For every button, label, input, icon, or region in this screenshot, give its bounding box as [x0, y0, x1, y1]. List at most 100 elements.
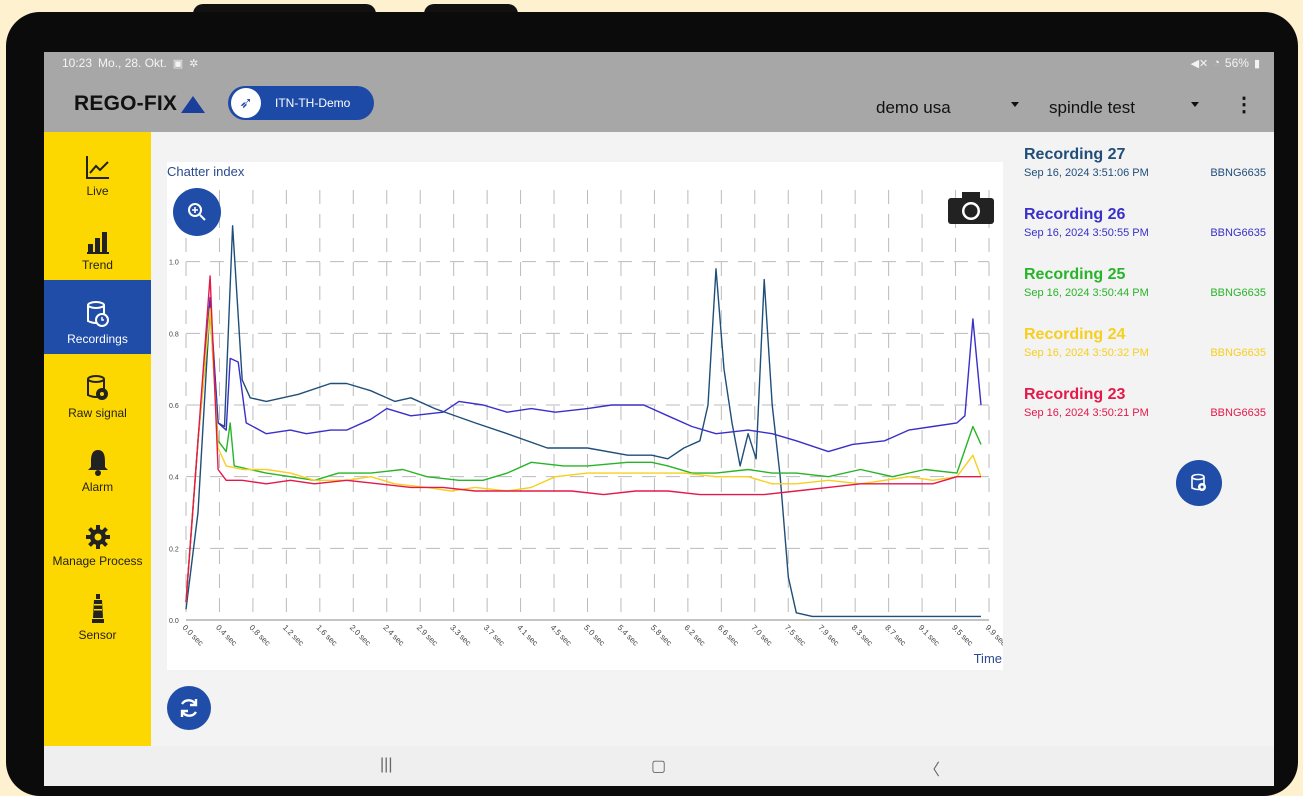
battery-level: 56% [1224, 56, 1249, 70]
x-tick-label: 8.3 sec [850, 623, 875, 648]
series-line [185, 296, 982, 603]
x-tick-label: 7.5 sec [783, 623, 808, 648]
screenshot-button[interactable] [948, 192, 994, 224]
x-tick-label: 0.0 sec [181, 623, 206, 648]
x-axis-label: Time [974, 651, 1002, 666]
chart-card: 0.0 0.2 0.4 0.6 0.8 1.0 0.0 sec 0.4 sec 0.8 sec 1… [167, 162, 1008, 670]
x-tick-label: 9.1 sec [917, 623, 942, 648]
database-cog-icon [86, 366, 110, 402]
series-line [185, 311, 982, 603]
x-tick-label: 5.4 sec [616, 623, 641, 648]
main-content: 0.0 0.2 0.4 0.6 0.8 1.0 0.0 sec 0.4 sec 0.8 sec 1… [151, 132, 1008, 746]
x-tick-label: 7.0 sec [749, 623, 774, 648]
sidebar-item-live[interactable]: Live [44, 132, 151, 206]
sidebar-item-sensor[interactable]: Sensor [44, 576, 151, 650]
recordings-list: Recording 27 Sep 16, 2024 3:51:06 PM BBNG… [1006, 132, 1274, 746]
chart-line-icon [85, 144, 111, 180]
list-item[interactable]: Recording 23 Sep 16, 2024 3:50:21 PM BBNG… [1024, 386, 1272, 421]
database-settings-icon [1191, 473, 1206, 491]
settings-icon: ✲ [189, 57, 199, 70]
camera-icon [948, 192, 994, 224]
mute-icon: ◀✕ [1190, 57, 1209, 70]
x-tick-label: 2.0 sec [348, 623, 373, 648]
refresh-icon [180, 699, 198, 717]
wifi-icon: ◔ [1213, 57, 1220, 69]
refresh-button[interactable] [167, 686, 211, 730]
y-tick-label: 1.0 [169, 260, 179, 267]
x-tick-label: 7.9 sec [816, 623, 841, 648]
rego-fix-logo: REGO-FIX [74, 92, 206, 116]
x-tick-label: 0.4 sec [214, 623, 239, 648]
recording-title: Recording 26 [1024, 206, 1126, 223]
more-menu-icon[interactable]: ⋮ [1234, 94, 1254, 116]
back-icon[interactable]: 〈 [924, 762, 941, 779]
x-tick-label: 9.5 sec [950, 623, 975, 648]
x-tick-label: 1.6 sec [314, 623, 339, 648]
sidebar-item-trend[interactable]: Trend [44, 206, 151, 280]
sidebar-item-raw-signal[interactable]: Raw signal [44, 354, 151, 428]
recording-title: Recording 25 [1024, 266, 1126, 283]
recording-code: BBNG6635 [1210, 167, 1266, 179]
chart-title: Chatter index [167, 164, 245, 179]
list-item[interactable]: Recording 25 Sep 16, 2024 3:50:44 PM BBNG… [1024, 266, 1272, 301]
recording-code: BBNG6635 [1210, 347, 1266, 359]
screen: 10:23 Mo., 28. Okt. ▣ ✲ ◀✕ ◔ 56% ▮ REGO-… [44, 52, 1274, 786]
y-tick-label: 0.6 [169, 403, 179, 410]
list-item[interactable]: Recording 27 Sep 16, 2024 3:51:06 PM BBNG… [1024, 146, 1272, 181]
recording-date: Sep 16, 2024 3:50:44 PM [1024, 287, 1149, 299]
recording-code: BBNG6635 [1210, 407, 1266, 419]
gallery-icon: ▣ [172, 57, 184, 70]
sidebar-item-recordings[interactable]: Recordings [44, 280, 151, 354]
status-time: 10:23 [62, 56, 93, 70]
x-tick-label: 9.9 sec [984, 623, 1003, 648]
zoom-in-icon [188, 203, 206, 221]
dropdown-customer[interactable]: demo usa [876, 98, 951, 117]
sidebar-item-alarm[interactable]: Alarm [44, 428, 151, 502]
x-tick-label: 6.2 sec [682, 623, 707, 648]
x-tick-label: 5.8 sec [649, 623, 674, 648]
recording-date: Sep 16, 2024 3:50:55 PM [1024, 227, 1149, 239]
rocket-icon: ➶ [231, 88, 261, 118]
android-nav-bar: ||| ▢ 〈 [44, 746, 1274, 786]
y-tick-label: 0.2 [169, 546, 179, 553]
x-tick-label: 8.7 sec [883, 623, 908, 648]
sidebar-item-label: Alarm [81, 480, 114, 494]
y-tick-label: 0.0 [169, 618, 179, 625]
chatter-chart[interactable]: 0.0 0.2 0.4 0.6 0.8 1.0 0.0 sec 0.4 sec 0.8 sec 1… [167, 162, 1008, 670]
sidebar: Live Trend Recordings Raw signal [44, 132, 151, 746]
series-line [185, 225, 981, 618]
recording-date: Sep 16, 2024 3:51:06 PM [1024, 167, 1149, 179]
dropdown-process[interactable]: spindle test [1049, 98, 1135, 117]
recording-date: Sep 16, 2024 3:50:21 PM [1024, 407, 1149, 419]
bar-chart-icon [85, 218, 111, 254]
sidebar-item-label: Manage Process [52, 554, 143, 568]
battery-icon: ▮ [1253, 57, 1260, 70]
series-line [185, 275, 981, 603]
list-item[interactable]: Recording 26 Sep 16, 2024 3:50:55 PM BBNG… [1024, 206, 1272, 241]
sidebar-item-label: Raw signal [68, 406, 127, 420]
logo-triangle-icon [181, 95, 206, 113]
x-tick-label: 1.2 sec [281, 623, 306, 648]
zoom-button[interactable] [173, 188, 221, 236]
bell-icon [86, 440, 110, 476]
recording-db-button[interactable] [1176, 460, 1222, 506]
chevron-down-icon[interactable] [1011, 102, 1019, 107]
tablet-frame: 10:23 Mo., 28. Okt. ▣ ✲ ◀✕ ◔ 56% ▮ REGO-… [6, 12, 1298, 796]
sidebar-item-manage-process[interactable]: Manage Process [44, 502, 151, 576]
y-tick-label: 0.8 [169, 331, 179, 338]
sensor-icon [90, 588, 106, 624]
home-icon[interactable]: ▢ [651, 758, 667, 775]
x-tick-label: 3.7 sec [482, 623, 507, 648]
x-tick-label: 2.4 sec [381, 623, 406, 648]
recent-apps-icon[interactable]: ||| [380, 756, 393, 773]
chevron-down-icon[interactable] [1191, 102, 1199, 107]
sidebar-item-label: Live [86, 184, 109, 198]
list-item[interactable]: Recording 24 Sep 16, 2024 3:50:32 PM BBNG… [1024, 326, 1272, 361]
y-tick-label: 0.4 [169, 475, 179, 482]
x-tick-label: 4.1 sec [515, 623, 540, 648]
sidebar-item-label: Sensor [78, 628, 117, 642]
machine-chip[interactable]: ➶ ITN-TH-Demo [228, 86, 374, 120]
recording-code: BBNG6635 [1210, 287, 1266, 299]
logo-text: REGO-FIX [74, 92, 178, 115]
recording-date: Sep 16, 2024 3:50:32 PM [1024, 347, 1149, 359]
